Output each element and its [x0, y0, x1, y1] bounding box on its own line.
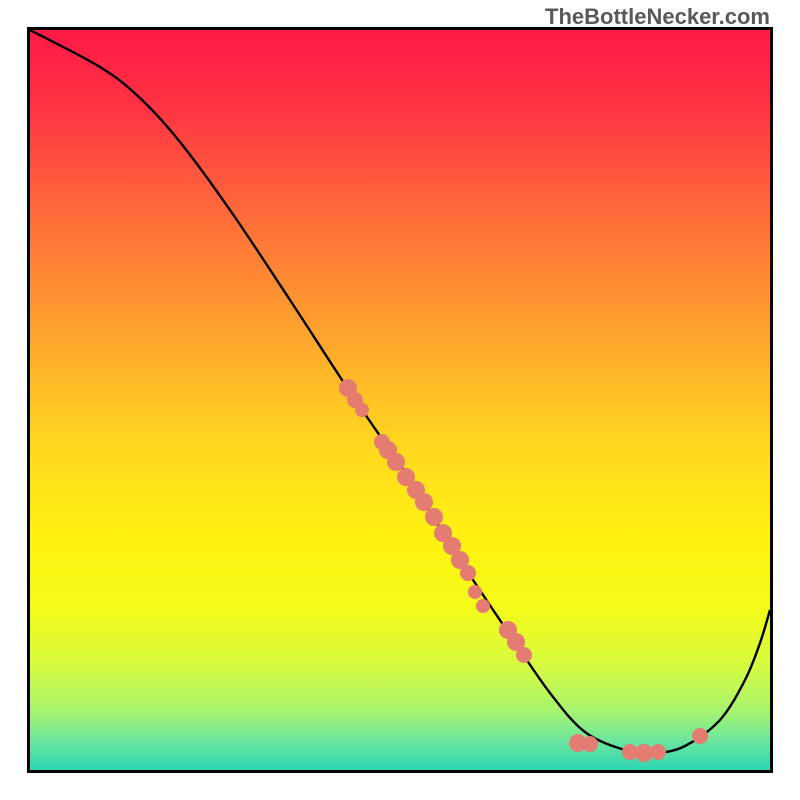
- watermark-text: TheBottleNecker.com: [545, 4, 770, 30]
- chart-container: TheBottleNecker.com: [0, 0, 800, 800]
- background-heatmap-gradient: [30, 30, 770, 770]
- plot-area: [27, 27, 773, 773]
